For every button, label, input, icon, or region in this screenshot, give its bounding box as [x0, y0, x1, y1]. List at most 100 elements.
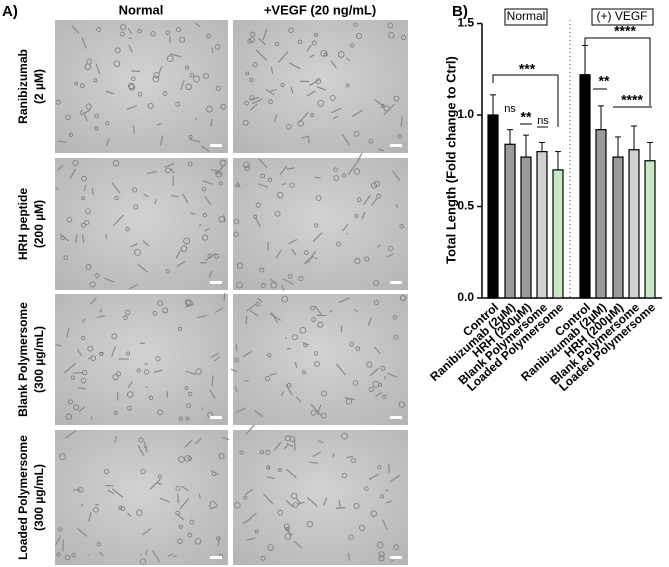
cell: [66, 216, 73, 223]
cell: [113, 60, 121, 68]
cell: [150, 31, 156, 37]
cell: [152, 75, 160, 83]
scale-bar: [210, 416, 222, 419]
tube: [167, 553, 174, 557]
tube: [234, 385, 238, 393]
cell: [259, 267, 265, 273]
tube: [335, 363, 347, 376]
cell: [177, 326, 182, 331]
tube: [149, 478, 161, 490]
bar: [579, 74, 591, 299]
tube: [204, 228, 210, 232]
cell: [178, 416, 183, 421]
cell: [162, 91, 168, 96]
cell: [354, 257, 361, 265]
tube: [159, 135, 164, 146]
cell: [180, 245, 188, 252]
cell: [345, 398, 352, 405]
cell: [87, 345, 94, 352]
tube: [368, 473, 380, 480]
cell: [175, 485, 181, 491]
tube: [291, 248, 297, 256]
row-label: Loaded Polymersome (300 µg/mL): [16, 435, 46, 560]
cell: [280, 82, 285, 88]
panel-label: B): [452, 3, 468, 20]
tube: [83, 184, 87, 192]
cell: [292, 502, 299, 508]
cell: [81, 196, 86, 201]
tube: [384, 375, 387, 380]
tube: [312, 451, 322, 458]
group-box: [504, 8, 548, 26]
tube: [66, 327, 70, 338]
cell: [277, 509, 284, 516]
cell: [80, 335, 86, 341]
tube: [69, 168, 77, 179]
cell: [370, 510, 377, 517]
cell: [125, 309, 131, 316]
cell: [112, 160, 120, 167]
cell: [63, 255, 69, 260]
micrograph: [55, 294, 228, 425]
cell: [370, 182, 378, 189]
tube: [202, 180, 214, 185]
cell: [187, 161, 193, 167]
tube: [208, 270, 213, 278]
tube: [87, 511, 92, 522]
cell: [310, 410, 317, 416]
cell: [55, 99, 61, 105]
tube: [353, 308, 358, 313]
cell: [166, 55, 174, 63]
tube: [356, 152, 363, 164]
cell: [314, 361, 320, 367]
cell: [137, 91, 143, 97]
row-label-line: (300 µg/mL): [32, 326, 46, 393]
cell: [298, 276, 304, 282]
tube: [388, 463, 390, 473]
cell: [255, 202, 261, 208]
column-header: Normal: [119, 2, 164, 17]
bracket: [492, 74, 559, 127]
row-label: HRH peptide (200 µM): [16, 188, 46, 260]
tube: [147, 170, 158, 175]
tube: [245, 424, 255, 435]
tube: [210, 118, 213, 127]
cell: [90, 355, 97, 362]
tube: [257, 297, 263, 303]
cell: [155, 356, 161, 362]
tube: [351, 109, 363, 118]
cell: [286, 382, 292, 388]
cell: [267, 352, 272, 358]
tube: [59, 233, 70, 242]
cell: [185, 416, 190, 421]
tube: [157, 482, 163, 485]
tube: [251, 98, 264, 105]
cell: [157, 409, 163, 416]
tube: [273, 114, 278, 123]
cell: [392, 315, 397, 320]
cell: [333, 167, 338, 172]
cell: [193, 75, 200, 83]
cell: [114, 195, 119, 200]
y-tick-label: 0.0: [457, 290, 474, 304]
tube: [331, 107, 342, 114]
tube: [338, 500, 341, 509]
cell: [233, 231, 239, 237]
cell: [202, 234, 209, 241]
tube: [204, 195, 212, 206]
tube: [249, 96, 260, 101]
cell: [77, 486, 84, 493]
cell: [380, 104, 385, 109]
cell: [79, 83, 85, 89]
tube: [159, 497, 170, 503]
cell: [393, 334, 399, 340]
cell: [157, 474, 163, 479]
cell: [112, 373, 119, 381]
cell: [118, 505, 123, 510]
cell: [299, 326, 307, 334]
tube: [302, 341, 310, 346]
cell: [81, 175, 87, 182]
cell: [315, 195, 322, 201]
cell: [274, 41, 280, 47]
